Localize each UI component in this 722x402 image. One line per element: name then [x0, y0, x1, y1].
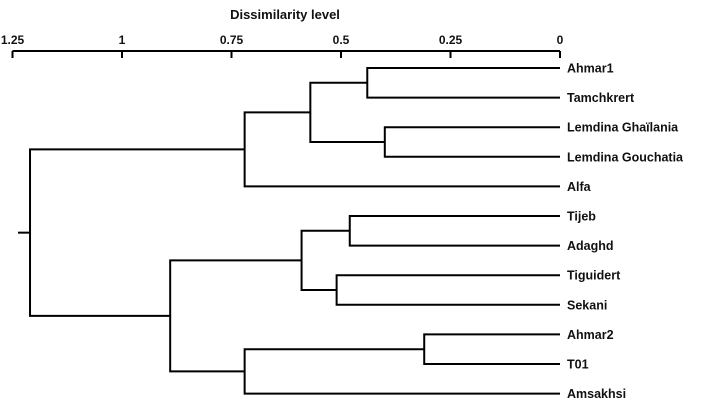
axis-tick-label: 0.25 [439, 33, 463, 47]
leaf-label: Ahmar2 [567, 328, 614, 342]
branch-m9 [243, 348, 560, 395]
axis-tick-label: 1.25 [1, 33, 25, 47]
branch-m8 [423, 333, 560, 365]
leaf-label: Adaghd [567, 239, 614, 253]
leaf-label: Tiguidert [567, 269, 621, 283]
branch-m4 [243, 111, 560, 188]
dendrogram-tree [18, 67, 560, 395]
branch-m10 [169, 259, 302, 373]
axis-tick-label: 1 [119, 33, 126, 47]
leaf-label: Alfa [567, 180, 592, 194]
dissimilarity-axis: 1.25 1 0.75 0.5 0.25 0 [1, 33, 564, 58]
branch-m6 [335, 274, 560, 306]
branch-m5 [348, 215, 560, 247]
leaf-label: Tijeb [567, 210, 596, 224]
axis-title: Dissimilarity level [230, 7, 340, 22]
leaf-label: Lemdina Ghaïlania [567, 121, 679, 135]
axis-tick-label: 0.75 [220, 33, 244, 47]
branch-m3 [309, 81, 385, 143]
axis-tick-label: 0.5 [333, 33, 350, 47]
leaf-label: T01 [567, 358, 589, 372]
leaf-label: Amsakhsi [567, 387, 626, 401]
leaf-label: Ahmar1 [567, 62, 614, 76]
branch-m7 [300, 229, 350, 291]
branch-m11 [29, 148, 245, 317]
axis-tick-label: 0 [557, 33, 564, 47]
branch-m2 [383, 126, 560, 158]
branch-m1 [366, 67, 560, 99]
leaf-labels: Ahmar1 Tamchkrert Lemdina Ghaïlania Lemdina… [567, 62, 684, 402]
leaf-label: Tamchkrert [567, 91, 635, 105]
leaf-label: Lemdina Gouchatia [567, 150, 684, 164]
leaf-label: Sekani [567, 298, 607, 312]
